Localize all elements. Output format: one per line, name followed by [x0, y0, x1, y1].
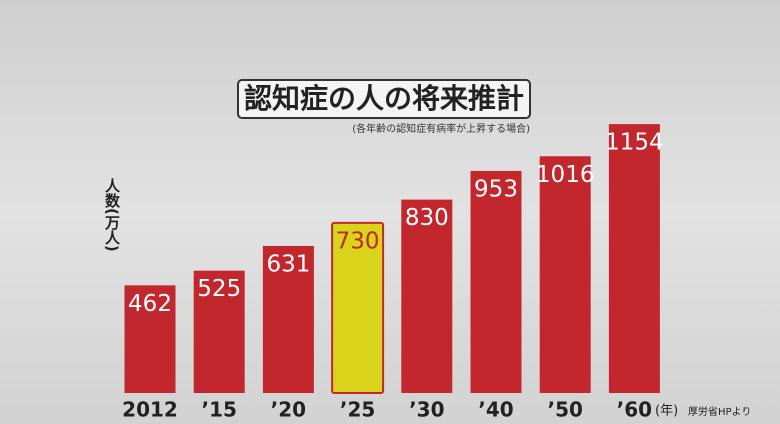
x-tick-label: ’60 — [617, 398, 652, 422]
x-tick-label: ’50 — [547, 398, 582, 422]
x-tick-label: ’40 — [478, 398, 513, 422]
bar — [539, 156, 591, 393]
value-label: 525 — [197, 276, 241, 302]
value-label: 462 — [128, 291, 172, 317]
x-axis-label: (年) — [655, 404, 678, 419]
value-label: 631 — [266, 251, 310, 277]
bar — [608, 124, 660, 394]
bar — [193, 270, 245, 393]
y-axis-label: 人数(万人) — [103, 178, 121, 252]
value-label: 1016 — [536, 162, 595, 188]
bar — [331, 221, 385, 394]
value-label: 1154 — [605, 130, 664, 156]
source: 厚労省HPより — [688, 405, 751, 418]
value-label: 730 — [336, 228, 380, 254]
bar — [262, 245, 314, 393]
chart-title: 認知症の人の将来推計 — [244, 82, 524, 115]
value-label: 953 — [474, 176, 518, 202]
x-tick-label: ’25 — [340, 398, 375, 422]
x-tick-label: ’30 — [409, 398, 444, 422]
x-tick-label: ’20 — [271, 398, 306, 422]
bar — [124, 285, 176, 393]
x-tick-label: ’15 — [201, 398, 236, 422]
bar — [401, 199, 453, 393]
bar — [470, 170, 522, 393]
x-tick-label: 2012 — [122, 398, 178, 422]
value-label: 830 — [405, 205, 449, 231]
subtitle: (各年齢の認知症有病率が上昇する場合) — [352, 122, 530, 135]
title-box — [237, 79, 531, 119]
